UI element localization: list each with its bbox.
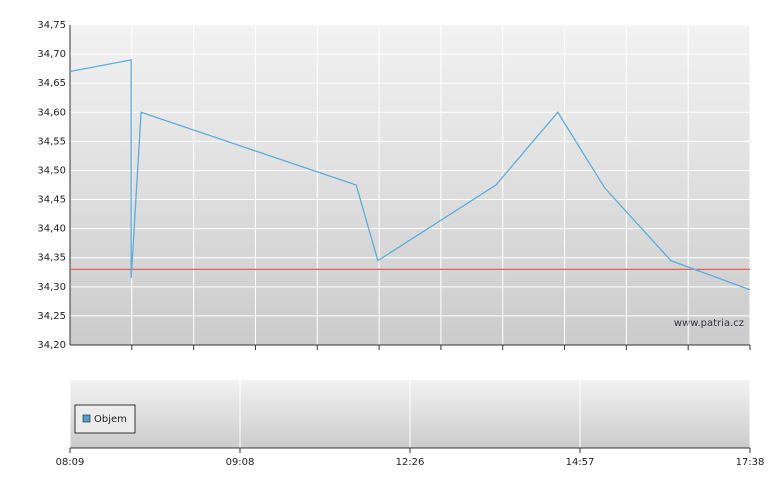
legend-label: Objem (94, 414, 127, 425)
x-tick-label: 12:26 (396, 457, 425, 468)
y-tick-label: 34,70 (37, 49, 66, 60)
x-tick-label: 17:38 (736, 457, 765, 468)
y-tick-label: 34,40 (37, 224, 66, 235)
y-tick-label: 34,45 (37, 195, 66, 206)
watermark: www.patria.cz (674, 318, 744, 329)
legend-swatch (82, 414, 91, 423)
y-tick-label: 34,25 (37, 311, 66, 322)
x-tick-label: 09:08 (226, 457, 255, 468)
y-tick-label: 34,35 (37, 253, 66, 264)
y-tick-label: 34,50 (37, 165, 66, 176)
y-tick-label: 34,55 (37, 136, 66, 147)
y-tick-label: 34,20 (37, 340, 66, 351)
y-tick-label: 34,65 (37, 78, 66, 89)
y-tick-label: 34,75 (37, 20, 66, 31)
x-tick-label: 08:09 (56, 457, 85, 468)
y-tick-label: 34,30 (37, 282, 66, 293)
plot-area (70, 25, 750, 345)
y-tick-label: 34,60 (37, 107, 66, 118)
x-tick-label: 14:57 (566, 457, 595, 468)
price-line (69, 59, 751, 291)
